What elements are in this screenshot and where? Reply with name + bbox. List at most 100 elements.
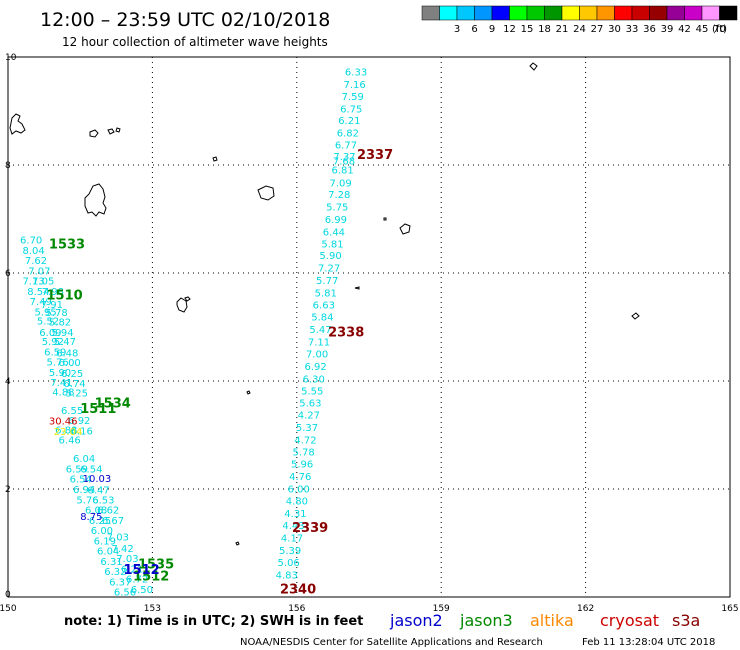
wave-height-value: 5.47	[309, 325, 331, 336]
island-outline	[354, 286, 360, 290]
wave-height-value: 6.53	[92, 495, 114, 506]
pass-time-label: 2338	[328, 325, 364, 340]
wave-height-labels: 6.337.167.596.756.216.826.777.377.686.81…	[20, 68, 367, 599]
legend-label: 21	[556, 24, 569, 35]
x-tick-label: 153	[144, 604, 161, 614]
legend-label: 27	[591, 24, 604, 35]
wave-height-value: 7.03	[107, 533, 129, 544]
wave-height-value: 4.27	[298, 410, 320, 421]
wave-height-value: 5.82	[49, 318, 71, 329]
wave-height-value: 6.21	[338, 116, 360, 127]
island-outline	[257, 185, 275, 201]
wave-height-value: 6.44	[323, 227, 345, 238]
wave-height-value: 6.08	[85, 506, 107, 517]
wave-height-value: 7.16	[343, 80, 365, 91]
wave-height-value: 7.59	[342, 92, 364, 103]
footer-timestamp: Feb 11 13:28:04 UTC 2018	[582, 637, 715, 648]
pass-time-label: 1534	[95, 397, 131, 412]
wave-height-value: 7.07	[28, 266, 50, 277]
satellite-legend: jason2 jason3 altika cryosat s3a	[389, 611, 700, 630]
wave-height-value: 7.98	[42, 287, 64, 298]
wave-height-value: 5.77	[316, 276, 338, 287]
island-outline	[235, 541, 240, 546]
pass-time-label: 1511	[80, 402, 116, 417]
wave-height-value: 6.81	[331, 165, 353, 176]
wave-height-value: 6.25	[89, 516, 111, 527]
wave-height-value: 6.30	[303, 374, 325, 385]
pass-time-label: 2339	[292, 521, 328, 536]
legend-label: 12	[503, 24, 516, 35]
legend-swatch	[544, 5, 563, 21]
wave-height-value: 6.31	[100, 557, 122, 568]
satellite-name: jason3	[459, 611, 513, 630]
island-outline	[246, 390, 251, 395]
legend-swatch	[666, 5, 685, 21]
legend-swatch	[509, 5, 528, 21]
island-outline	[176, 297, 188, 313]
y-tick-label: 8	[5, 161, 11, 171]
wave-height-value: 7.41	[50, 378, 72, 389]
wave-height-value: 7.37	[333, 152, 355, 163]
wave-height-value: 30.46	[49, 416, 78, 427]
island-outline	[115, 127, 121, 133]
legend-label: 45	[696, 24, 709, 35]
pass-time-label: 1533	[49, 237, 85, 252]
pass-time-label: 1512	[133, 569, 169, 584]
pass-time-label: 1510	[47, 289, 83, 304]
wave-height-value: 4.88	[52, 387, 74, 398]
wave-height-value: 6.62	[97, 506, 119, 517]
wave-height-value: 5.95	[34, 307, 56, 318]
legend-unit: (ft)	[712, 24, 727, 35]
x-tick-label: 159	[433, 604, 450, 614]
wave-height-value: 6.55	[61, 406, 83, 417]
legend-swatch	[421, 5, 440, 21]
legend-swatch	[456, 5, 475, 21]
wave-height-value: 5.39	[279, 546, 301, 557]
satellite-name: cryosat	[600, 611, 659, 630]
legend-swatch	[474, 5, 493, 21]
legend-swatch	[526, 5, 545, 21]
legend-label: 24	[573, 24, 586, 35]
x-tick-label: 165	[721, 604, 738, 614]
wave-height-value: 6.50	[131, 585, 153, 596]
wave-height-value: 6.47	[87, 486, 109, 497]
wave-height-value: 8.75	[80, 512, 102, 523]
wave-height-value: 7.42	[111, 544, 133, 555]
legend-label: 36	[643, 24, 656, 35]
wave-height-value: 6.54	[70, 475, 92, 486]
wave-height-value: 6.56	[114, 588, 136, 599]
wave-height-value: 6.59	[66, 464, 88, 475]
wave-height-value: 5.52	[37, 317, 59, 328]
wave-height-value: 23.04	[54, 427, 83, 438]
wave-height-value: 7.00	[306, 349, 328, 360]
wave-height-value: 5.90	[49, 368, 71, 379]
y-tick-label: 2	[5, 485, 11, 495]
wave-height-value: 4.43	[282, 521, 304, 532]
chart-subtitle: 12 hour collection of altimeter wave hei…	[62, 35, 328, 49]
satellite-name: altika	[530, 611, 574, 630]
wave-height-value: 5.55	[301, 387, 323, 398]
island-outline	[9, 113, 26, 135]
wave-height-value: 5.96	[291, 460, 313, 471]
wave-height-value: 7.62	[25, 256, 47, 267]
pass-time-label: 2340	[280, 582, 316, 597]
wave-height-value: 7.03	[116, 554, 138, 565]
satellite-name: s3a	[672, 611, 700, 630]
legend-swatch	[561, 5, 580, 21]
wave-height-value: 5.76	[76, 495, 98, 506]
legend-label: 3	[454, 24, 460, 35]
wave-height-value: 6.25	[61, 369, 83, 380]
chart-title: 12:00 – 23:59 UTC 02/10/2018	[40, 9, 330, 31]
wave-height-value: 6.82	[337, 129, 359, 140]
wave-height-value: 7.09	[330, 178, 352, 189]
wave-height-value: 7.11	[308, 338, 330, 349]
wave-height-value: 5.81	[315, 288, 337, 299]
legend-swatch	[631, 5, 650, 21]
wave-height-value: 6.74	[63, 379, 85, 390]
wave-height-value: 6.04	[97, 547, 119, 558]
legend-swatch	[491, 5, 510, 21]
wave-height-value: 7.27	[318, 264, 340, 275]
wave-height-value: 5.06	[278, 558, 300, 569]
wave-height-value: 5.63	[299, 399, 321, 410]
